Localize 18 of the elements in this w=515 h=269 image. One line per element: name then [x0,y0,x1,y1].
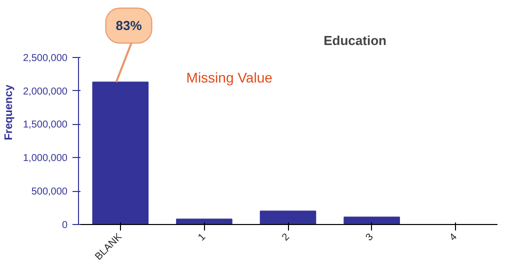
bar [260,210,316,224]
y-tick-label: 1,000,000 [23,153,68,164]
annotation: 83% [116,18,142,34]
annotation: Missing Value [186,69,273,86]
y-tick-label: 500,000 [31,186,68,198]
chart-title: Education [324,33,387,48]
y-tick-label: 0 [62,220,68,231]
bar [344,216,400,224]
bar [92,82,149,224]
x-tick-label: 2 [280,231,292,244]
bar [176,218,232,224]
y-axis-title: Frequency [3,84,16,140]
y-tick-label: 2,000,000 [23,86,68,98]
x-tick-label: 3 [364,231,376,244]
y-tick-label: 1,500,000 [23,120,68,131]
x-tick-label: 1 [196,231,208,244]
y-tick-label: 2,500,000 [23,52,68,64]
x-tick-label: 4 [448,231,460,244]
